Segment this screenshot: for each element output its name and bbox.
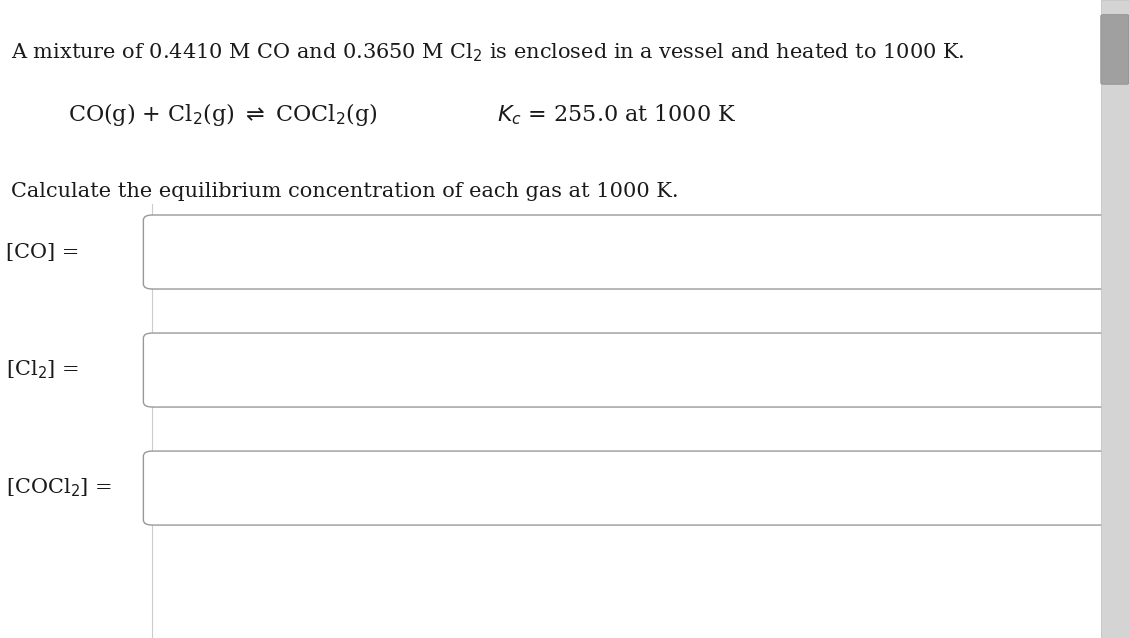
FancyBboxPatch shape [143, 333, 1115, 407]
Text: CO(g) + Cl$_2$(g) $\rightleftharpoons$ COCl$_2$(g): CO(g) + Cl$_2$(g) $\rightleftharpoons$ C… [68, 101, 377, 128]
Text: A mixture of 0.4410 M CO and 0.3650 M Cl$_2$ is enclosed in a vessel and heated : A mixture of 0.4410 M CO and 0.3650 M Cl… [11, 41, 965, 64]
Text: [Cl$_2$] =: [Cl$_2$] = [6, 359, 79, 382]
Text: [CO] =: [CO] = [6, 242, 79, 262]
FancyBboxPatch shape [143, 215, 1115, 289]
Text: [COCl$_2$] =: [COCl$_2$] = [6, 477, 112, 500]
Bar [1101, 0, 1129, 638]
Text: $K_c$ = 255.0 at 1000 K: $K_c$ = 255.0 at 1000 K [497, 103, 736, 127]
FancyBboxPatch shape [143, 451, 1115, 525]
FancyBboxPatch shape [1101, 15, 1129, 84]
Text: Calculate the equilibrium concentration of each gas at 1000 K.: Calculate the equilibrium concentration … [11, 182, 679, 201]
